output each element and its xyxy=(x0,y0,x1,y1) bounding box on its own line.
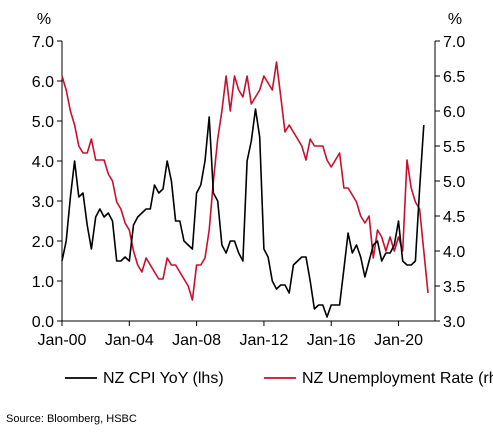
x-tick-label: Jan-04 xyxy=(105,332,154,349)
chart-tick-labels: % % 0.0 1.0 2.0 3.0 4.0 5.0 6.0 7.0 3.0 3.5 4.0 4.5 5.… xyxy=(32,11,466,349)
left-axis-unit: % xyxy=(37,11,51,28)
unemployment-rate-line xyxy=(61,61,429,301)
left-tick-label: 1.0 xyxy=(32,274,54,291)
left-tick-label: 5.0 xyxy=(32,114,54,131)
right-tick-label: 6.0 xyxy=(443,104,465,121)
left-tick-label: 6.0 xyxy=(32,74,54,91)
x-tick-label: Jan-12 xyxy=(239,332,288,349)
x-tick-label: Jan-00 xyxy=(38,332,87,349)
legend-label: NZ CPI YoY (lhs) xyxy=(103,370,224,387)
chart-axes xyxy=(57,40,440,326)
left-tick-label: 7.0 xyxy=(32,34,54,51)
left-tick-label: 3.0 xyxy=(32,194,54,211)
chart-plot-area xyxy=(61,61,429,318)
right-tick-label: 5.0 xyxy=(443,174,465,191)
right-tick-label: 6.5 xyxy=(443,69,465,86)
right-tick-label: 4.5 xyxy=(443,209,465,226)
x-tick-label: Jan-08 xyxy=(172,332,221,349)
legend-item-unemployment: NZ Unemployment Rate (rhs) xyxy=(264,370,493,387)
right-tick-label: 7.0 xyxy=(443,34,465,51)
legend-label: NZ Unemployment Rate (rhs) xyxy=(302,370,493,387)
x-tick-label: Jan-20 xyxy=(374,332,423,349)
left-tick-label: 4.0 xyxy=(32,154,54,171)
right-tick-label: 3.0 xyxy=(443,314,465,331)
right-tick-label: 5.5 xyxy=(443,139,465,156)
left-tick-label: 2.0 xyxy=(32,234,54,251)
left-tick-label: 0.0 xyxy=(32,314,54,331)
right-tick-label: 4.0 xyxy=(443,244,465,261)
right-tick-label: 3.5 xyxy=(443,279,465,296)
right-axis-unit: % xyxy=(448,11,462,28)
legend-item-cpi: NZ CPI YoY (lhs) xyxy=(65,370,224,387)
chart-legend: NZ CPI YoY (lhs) NZ Unemployment Rate (rh… xyxy=(65,370,493,387)
x-tick-label: Jan-16 xyxy=(307,332,356,349)
cpi-yoy-line xyxy=(61,108,425,318)
source-note: Source: Bloomberg, HSBC xyxy=(6,413,137,425)
